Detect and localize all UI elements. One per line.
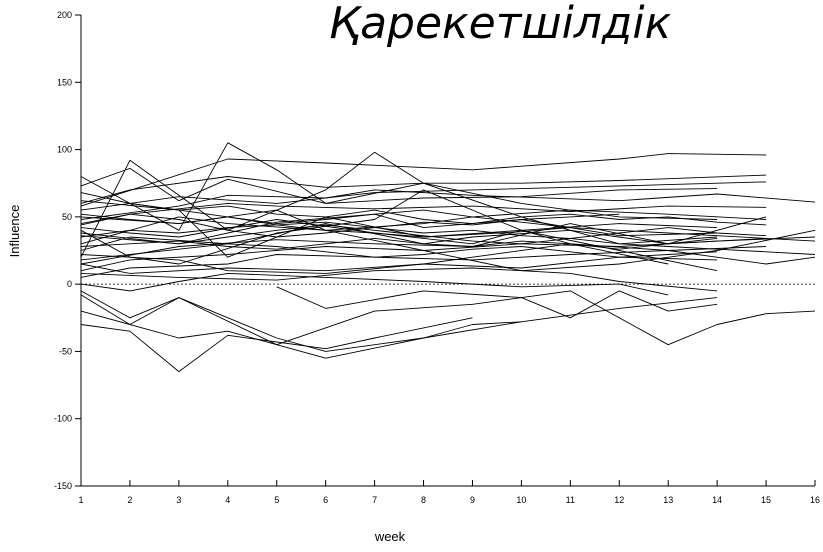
- y-tick-label: -50: [59, 346, 72, 356]
- y-tick-label: 50: [62, 212, 72, 222]
- series-line-11: [80, 213, 718, 245]
- y-tick-label: 100: [57, 145, 72, 155]
- x-tick-label: 9: [470, 495, 475, 505]
- y-axis-title: Influence: [7, 205, 22, 258]
- series-line-18: [80, 189, 718, 272]
- x-tick-label: 11: [566, 495, 575, 505]
- series-line-33: [80, 243, 718, 261]
- series-line-28: [80, 213, 816, 255]
- series-line-6: [80, 202, 767, 226]
- x-tick-label: 14: [712, 495, 722, 505]
- x-tick-label: 4: [225, 495, 230, 505]
- x-tick-label: 5: [274, 495, 279, 505]
- y-tick-label: 150: [57, 77, 72, 87]
- series-line-35: [80, 224, 767, 245]
- series-line-16: [80, 200, 816, 265]
- x-tick-label: 10: [516, 495, 526, 505]
- x-tick-label: 15: [761, 495, 771, 505]
- x-tick-label: 2: [127, 495, 132, 505]
- series-line-9: [80, 209, 767, 245]
- series-lines: [80, 142, 816, 373]
- y-tick-label: 0: [67, 279, 72, 289]
- series-line-32: [80, 213, 620, 238]
- series-line-1: [80, 153, 767, 207]
- series-line-5: [80, 189, 816, 220]
- series-line-26: [80, 290, 816, 346]
- series-line-2: [80, 174, 767, 204]
- y-tick-label: 200: [57, 10, 72, 20]
- x-axis-title: week: [374, 529, 406, 544]
- series-line-24: [80, 310, 522, 359]
- x-tick-label: 6: [323, 495, 328, 505]
- x-tick-label: 7: [372, 495, 377, 505]
- x-tick-label: 12: [614, 495, 624, 505]
- series-line-13: [80, 223, 767, 265]
- series-line-27: [276, 286, 718, 319]
- series-line-23: [80, 290, 718, 352]
- series-line-34: [129, 202, 571, 229]
- x-tick-label: 1: [78, 495, 83, 505]
- series-line-19: [80, 243, 669, 274]
- series-line-29: [80, 224, 816, 242]
- series-line-22: [80, 272, 669, 296]
- y-tick-label: -100: [54, 414, 72, 424]
- series-line-3: [80, 181, 767, 211]
- chart-title: Қарекетшілдік: [329, 0, 672, 49]
- x-tick-label: 16: [810, 495, 820, 505]
- series-line-8: [80, 151, 767, 258]
- series-line-20: [80, 256, 718, 274]
- series-line-31: [80, 237, 718, 250]
- series-line-15: [80, 246, 767, 278]
- series-line-21: [80, 267, 718, 292]
- series-line-25: [80, 317, 473, 373]
- x-tick-label: 8: [421, 495, 426, 505]
- series-line-30: [80, 192, 767, 226]
- x-tick-label: 13: [663, 495, 673, 505]
- y-tick-label: -150: [54, 481, 72, 491]
- x-tick-label: 3: [176, 495, 181, 505]
